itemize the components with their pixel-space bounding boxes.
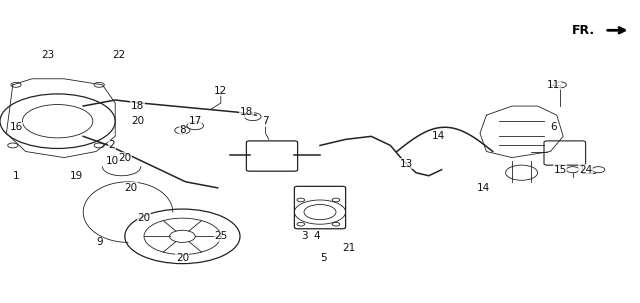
Text: 1: 1 <box>13 171 19 181</box>
Text: 6: 6 <box>550 122 557 132</box>
Text: 11: 11 <box>547 80 560 90</box>
Text: 14: 14 <box>432 131 445 142</box>
Text: 19: 19 <box>70 171 83 181</box>
Text: 25: 25 <box>214 231 227 241</box>
Text: 4: 4 <box>314 231 320 241</box>
Text: 18: 18 <box>240 107 253 117</box>
Text: 20: 20 <box>176 252 189 263</box>
Text: 17: 17 <box>189 116 202 126</box>
Text: 9: 9 <box>96 237 102 248</box>
Text: FR.: FR. <box>572 24 595 37</box>
Text: 10: 10 <box>106 155 118 166</box>
Text: 14: 14 <box>477 183 490 193</box>
Text: 20: 20 <box>138 213 150 223</box>
Text: 5: 5 <box>320 252 326 263</box>
Text: 20: 20 <box>125 183 138 193</box>
Text: 15: 15 <box>554 165 566 175</box>
Text: 20: 20 <box>131 116 144 126</box>
Text: 24: 24 <box>579 165 592 175</box>
Text: 16: 16 <box>10 122 22 132</box>
Text: 2: 2 <box>109 140 115 151</box>
Text: 7: 7 <box>262 116 269 126</box>
Text: 13: 13 <box>400 158 413 169</box>
Text: 20: 20 <box>118 152 131 163</box>
Text: 23: 23 <box>42 49 54 60</box>
Text: 18: 18 <box>131 101 144 111</box>
Text: 12: 12 <box>214 86 227 96</box>
Text: 21: 21 <box>342 243 355 254</box>
Text: 3: 3 <box>301 231 307 241</box>
Text: 8: 8 <box>179 125 186 135</box>
Text: 22: 22 <box>112 49 125 60</box>
